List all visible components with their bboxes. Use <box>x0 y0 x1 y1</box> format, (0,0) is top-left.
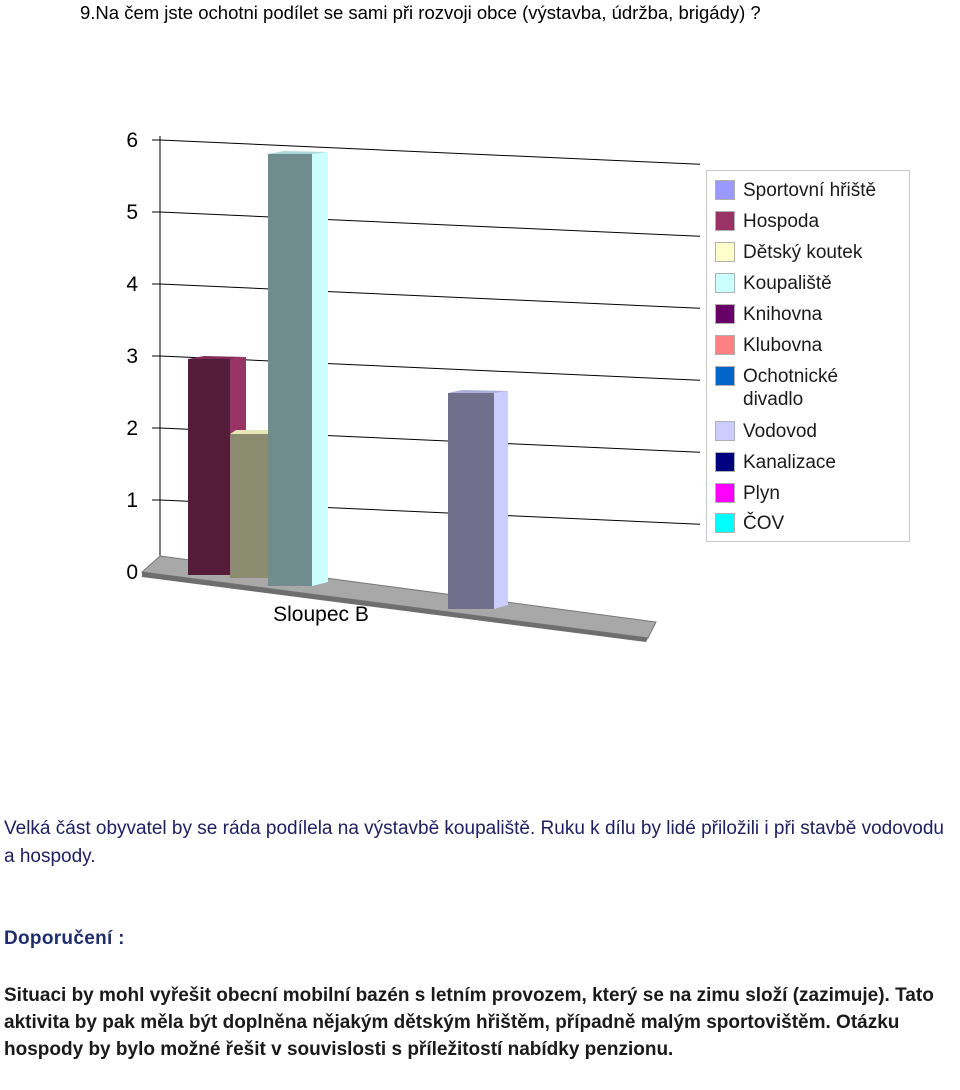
chart-floor-edge <box>142 572 648 642</box>
y-tick-label: 2 <box>126 417 138 440</box>
legend-swatch <box>715 273 735 293</box>
chart-legend: Sportovní hřiště Hospoda Dětský koutek Koup… <box>706 170 910 542</box>
y-tick-label: 4 <box>126 273 138 296</box>
legend-label: Klubovna <box>743 335 823 356</box>
legend-label: Sportovní hřiště <box>743 180 877 201</box>
summary-paragraph: Velká část obyvatel by se ráda podílela … <box>4 818 944 867</box>
legend-label: Plyn <box>743 483 780 504</box>
legend-label: Knihovna <box>743 304 823 325</box>
y-tick-label: 5 <box>126 201 138 224</box>
legend-swatch <box>715 421 735 441</box>
bar-dětský-koutek <box>230 430 270 578</box>
question-title: 9.Na čem jste ochotni podílet se sami př… <box>80 2 761 23</box>
legend-swatch <box>715 513 735 533</box>
legend-label: Koupaliště <box>743 273 832 294</box>
y-tick-label: 3 <box>126 345 138 368</box>
recommendation-paragraph: Situaci by mohl vyřešit obecní mobilní b… <box>4 985 934 1060</box>
bar-koupaliště <box>268 151 328 586</box>
bar-top-face <box>448 390 508 393</box>
legend-swatch <box>715 211 735 231</box>
legend-label: Dětský koutek <box>743 242 863 263</box>
bar-vodovod <box>448 390 508 609</box>
y-tick-label: 1 <box>126 489 138 512</box>
gridline <box>159 283 700 309</box>
legend-swatch <box>715 180 735 200</box>
legend-swatch <box>715 366 735 386</box>
legend-label: ČOV <box>743 513 785 534</box>
legend-swatch <box>715 304 735 324</box>
legend-label: Ochotnické divadlo <box>743 366 839 410</box>
gridline <box>159 139 700 165</box>
gridline <box>159 211 700 237</box>
bar-side-face <box>312 152 328 586</box>
y-tick-label: 6 <box>126 129 138 152</box>
bar-top-face <box>188 356 246 359</box>
y-tick-label: 0 <box>126 561 138 584</box>
legend-label: Hospoda <box>743 211 820 232</box>
legend-swatch <box>715 483 735 503</box>
bar-top-face <box>268 151 328 154</box>
legend-swatch <box>715 335 735 355</box>
bar-chart-3d: 0 1 2 3 4 5 6 Sloupec B <box>126 129 700 642</box>
bar-front-face <box>230 434 270 578</box>
legend-label: Vodovod <box>743 421 817 442</box>
legend-swatch <box>715 242 735 262</box>
recommendation-heading: Doporučení : <box>4 928 125 949</box>
bar-front-face <box>188 359 230 575</box>
gridline <box>159 355 700 381</box>
bar-top-face <box>230 430 270 434</box>
bar-side-face <box>494 391 508 609</box>
legend-label: Kanalizace <box>743 452 836 473</box>
bar-front-face <box>268 154 312 586</box>
bar-front-face <box>448 393 494 609</box>
legend-swatch <box>715 452 735 472</box>
x-category-label: Sloupec B <box>273 603 369 626</box>
